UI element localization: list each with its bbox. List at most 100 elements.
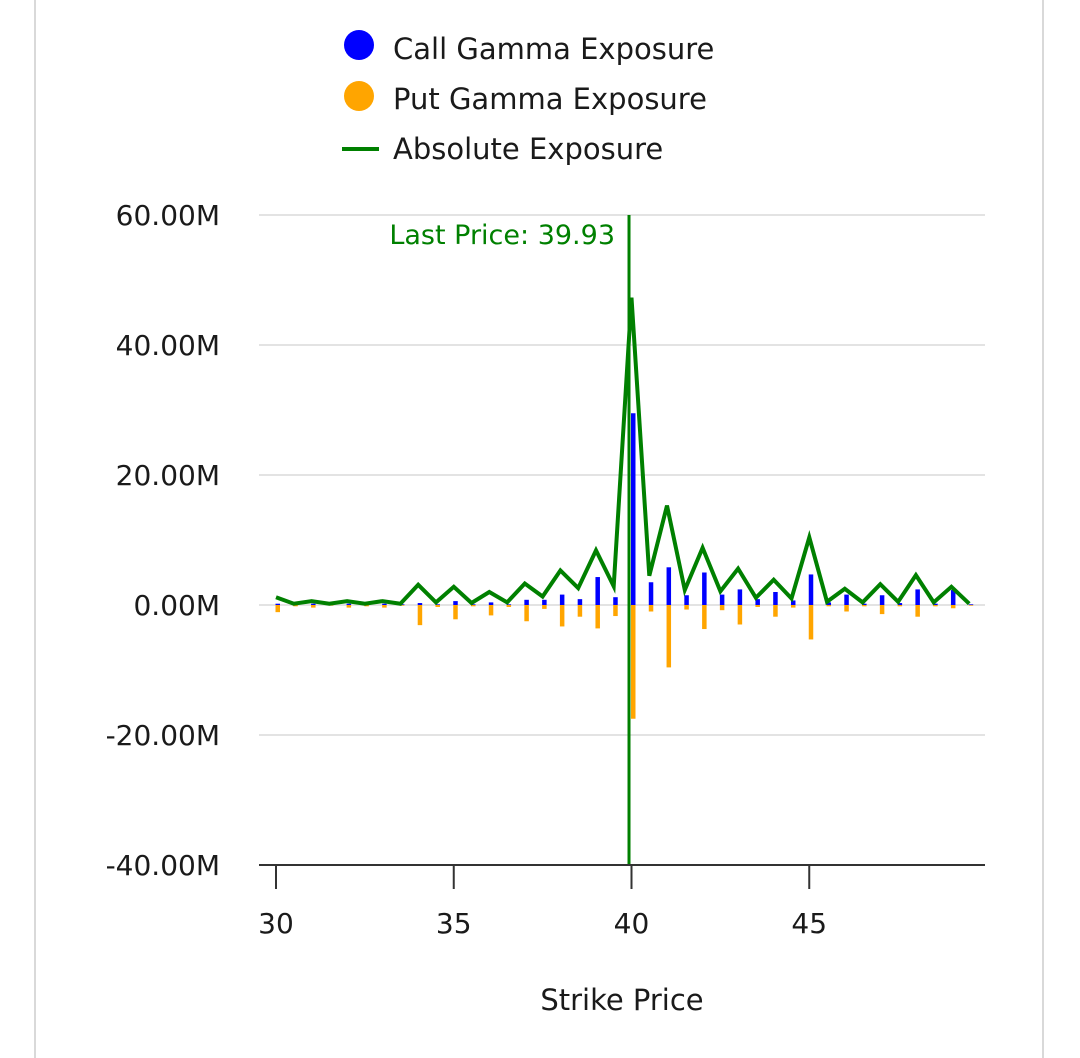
bar-put	[933, 605, 938, 607]
y-tick-label: 40.00M	[116, 329, 220, 362]
bar-call	[542, 599, 547, 605]
bar-call	[595, 577, 600, 605]
bar-put	[897, 605, 903, 607]
bar-put	[559, 605, 565, 627]
bar-put	[488, 605, 494, 616]
bar-call	[471, 604, 476, 605]
bar-call	[719, 594, 725, 605]
bar-put	[631, 605, 636, 719]
bar-call	[950, 590, 956, 605]
x-tick-label: 45	[791, 907, 827, 940]
bar-call	[524, 599, 529, 605]
legend-call-dot	[344, 30, 374, 60]
bar-call	[311, 603, 316, 605]
legend-put-label: Put Gamma Exposure	[393, 82, 707, 116]
bar-put	[506, 605, 512, 607]
bar-call	[684, 595, 689, 605]
bar-put	[862, 605, 867, 607]
x-tick-label: 40	[614, 907, 650, 940]
x-tick-label: 35	[436, 907, 472, 940]
bar-put	[666, 605, 672, 668]
bar-call	[755, 599, 760, 605]
series-line-absolute	[275, 297, 971, 606]
bar-put	[915, 605, 920, 617]
bar-put	[346, 605, 352, 608]
bar-put	[968, 605, 974, 606]
bar-call	[915, 589, 920, 605]
bar-put	[879, 605, 885, 615]
bar-put	[790, 605, 796, 608]
legend-item-call[interactable]: Call Gamma Exposure	[344, 30, 714, 66]
bar-call	[968, 604, 974, 605]
bar-call	[382, 603, 387, 605]
bar-call	[773, 592, 778, 605]
bar-put	[524, 605, 529, 622]
bar-put	[773, 605, 778, 617]
bar-put	[684, 605, 689, 610]
bar-call	[844, 594, 849, 605]
bar-call	[435, 604, 440, 605]
bar-put	[808, 605, 814, 640]
bar-call	[648, 582, 654, 605]
bar-put	[417, 605, 423, 626]
bar-call	[862, 603, 867, 605]
bar-call	[666, 567, 672, 605]
y-tick-label: 0.00M	[133, 589, 220, 622]
bar-put	[399, 605, 405, 606]
bar-put	[719, 605, 725, 611]
bar-put	[435, 605, 440, 607]
bar-put	[702, 605, 707, 630]
bar-put	[382, 605, 387, 608]
bar-call	[346, 603, 352, 605]
bar-put	[826, 605, 832, 607]
bar-call	[808, 574, 814, 605]
bar-put	[275, 605, 280, 613]
bar-call	[577, 599, 583, 605]
y-tick-label: -40.00M	[106, 849, 220, 882]
bar-call	[826, 602, 832, 605]
bar-call	[488, 602, 494, 605]
bar-call	[613, 597, 618, 605]
bar-call	[790, 600, 796, 605]
y-tick-label: -20.00M	[106, 719, 220, 752]
bar-put	[755, 605, 760, 607]
legend[interactable]: Call Gamma Exposure Put Gamma Exposure A…	[342, 30, 714, 166]
legend-call-label: Call Gamma Exposure	[393, 32, 714, 66]
bar-put	[737, 605, 743, 625]
bar-put	[648, 605, 654, 612]
bar-put	[844, 605, 849, 612]
chart-panel-frame	[34, 0, 1044, 1058]
bar-call	[417, 603, 423, 605]
legend-absolute-label: Absolute Exposure	[393, 132, 663, 166]
bar-put	[471, 605, 476, 607]
bar-call	[897, 603, 903, 605]
legend-item-absolute[interactable]: Absolute Exposure	[342, 132, 663, 166]
bar-call	[631, 413, 636, 605]
bar-put	[595, 605, 600, 629]
legend-item-put[interactable]: Put Gamma Exposure	[344, 81, 707, 116]
x-tick-label: 30	[258, 907, 294, 940]
legend-put-dot	[344, 81, 374, 111]
y-axis-ticks: 60.00M 40.00M 20.00M 0.00M -20.00M -40.00M	[106, 199, 220, 882]
bar-call	[275, 603, 280, 605]
bar-call	[453, 601, 458, 605]
bar-put	[613, 605, 618, 617]
bar-put	[577, 605, 583, 617]
bar-call	[879, 595, 885, 605]
x-axis-ticks: 30 35 40 45	[258, 865, 827, 940]
y-tick-label: 20.00M	[116, 459, 220, 492]
bars	[275, 413, 974, 719]
bar-call	[506, 604, 512, 605]
bar-put	[950, 605, 956, 609]
bar-put	[364, 605, 369, 607]
y-tick-label: 60.00M	[116, 199, 220, 232]
bar-call	[702, 572, 707, 605]
bar-put	[542, 605, 547, 609]
bar-put	[311, 605, 316, 608]
bar-call	[933, 603, 938, 605]
bar-put	[453, 605, 458, 620]
x-axis-label: Strike Price	[540, 983, 703, 1017]
bar-call	[559, 594, 565, 605]
last-price-label: Last Price: 39.93	[389, 220, 615, 251]
